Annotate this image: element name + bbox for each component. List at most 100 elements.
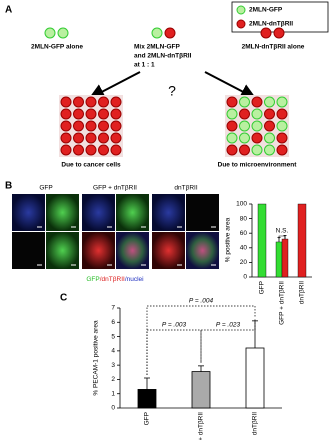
y-tick-label: 6: [111, 319, 115, 326]
cell-icon: [226, 108, 238, 120]
legend-swatch: [236, 5, 246, 15]
cell-icon: [110, 120, 122, 132]
significance-bracket: [200, 317, 256, 363]
cell-icon: [98, 96, 109, 108]
cell-icon: [73, 96, 84, 108]
cell-icon: [85, 144, 97, 156]
bracket: [278, 235, 286, 239]
micrograph: [46, 232, 79, 269]
outcome-label: Due to cancer cells: [61, 162, 121, 169]
cell-icon: [264, 108, 275, 120]
arrow: [204, 71, 257, 99]
x-tick-label: dnTβRII: [252, 412, 259, 435]
y-axis-label: % PECAM-1 positive area: [93, 320, 100, 396]
caption-part: GFP: [86, 276, 99, 283]
cell-icon: [44, 27, 56, 39]
cell-icon: [60, 132, 72, 144]
cell-icon: [85, 96, 97, 108]
cell-icon: [73, 120, 84, 132]
column-label: GFP: [39, 185, 52, 192]
p-value: P = .004: [189, 298, 214, 305]
cell-icon: [264, 96, 275, 108]
cell-icon: [226, 120, 238, 132]
cell-icon: [239, 144, 250, 156]
column-label: dnTβRII: [174, 185, 197, 192]
bar: [137, 389, 157, 409]
y-tick-label: 1: [111, 390, 115, 397]
cell-icon: [151, 27, 163, 39]
micrograph: [116, 194, 149, 231]
cell-icon: [85, 120, 97, 132]
cell-icon: [60, 108, 72, 120]
y-tick-label: 80: [240, 215, 248, 222]
bar: [281, 238, 289, 278]
cell-icon: [239, 120, 250, 132]
caption-part: /nuclei: [125, 276, 144, 283]
y-tick-label: 4: [111, 348, 115, 355]
micrograph: [12, 194, 45, 231]
y-tick-label: 20: [240, 259, 248, 266]
y-tick-label: 2: [111, 376, 115, 383]
micrograph: [116, 232, 149, 269]
significance-bracket: [146, 329, 202, 375]
cell-icon: [73, 144, 84, 156]
y-tick-label: 60: [240, 230, 248, 237]
cell-icon: [226, 132, 238, 144]
cell-icon: [239, 96, 250, 108]
question-mark: ?: [168, 83, 176, 99]
cell-icon: [98, 144, 109, 156]
cell-icon: [98, 108, 109, 120]
cell-icon: [251, 96, 263, 108]
y-tick-label: 40: [240, 245, 248, 252]
micrograph: [46, 194, 79, 231]
group-label: at 1 : 1: [134, 62, 155, 69]
micrograph: [82, 194, 115, 231]
legend-box: [231, 1, 329, 33]
cell-icon: [73, 108, 84, 120]
group-label: 2MLN-GFP alone: [31, 44, 83, 51]
cell-icon: [239, 108, 250, 120]
bar: [275, 241, 283, 278]
cell-icon: [226, 96, 238, 108]
annotation: N.S.: [276, 228, 289, 235]
y-tick-label: 5: [111, 333, 115, 340]
y-tick-label: 7: [111, 305, 115, 312]
cell-icon: [110, 132, 122, 144]
stain-caption: GFP/dnTβRII/nuclei: [86, 276, 143, 283]
x-tick-label: GFP: [144, 412, 151, 425]
cell-icon: [251, 132, 263, 144]
panel-b: B GFP GFP + dnTβRII dnTβRII GFP/dnTβRII/…: [5, 181, 312, 325]
p-value: P = .023: [216, 322, 241, 329]
p-value: P = .003: [162, 322, 187, 329]
cell-icon: [110, 96, 122, 108]
micrograph: [12, 232, 45, 269]
panel-a: A 2MLN-GFP 2MLN-dnTβRII 2MLN-GFP alone M…: [5, 1, 329, 169]
y-axis-label: % positive area: [225, 217, 232, 262]
outcome-label: Due to microenvironment: [218, 162, 298, 169]
y-tick-label: 0: [243, 274, 247, 281]
y-tick-label: 3: [111, 362, 115, 369]
cell-icon: [57, 27, 69, 39]
cell-icon: [276, 132, 288, 144]
cell-icon: [110, 108, 122, 120]
panel-c: C 0 1 2 3 4 5 6 7 % PECAM-1 positive area GFP GFP …: [60, 293, 282, 440]
cell-icon: [239, 132, 250, 144]
cell-icon: [251, 144, 263, 156]
cell-icon: [251, 120, 263, 132]
bar: [245, 347, 265, 409]
micrograph: [82, 232, 115, 269]
cell-icon: [260, 27, 272, 39]
cell-icon: [164, 27, 176, 39]
cell-icon: [264, 144, 275, 156]
cell-icon: [60, 120, 72, 132]
x-tick-label: GFP: [259, 281, 266, 294]
bar: [191, 371, 211, 409]
cell-icon: [276, 108, 288, 120]
micrograph: [186, 194, 219, 231]
cell-icon: [60, 144, 72, 156]
micrograph: [152, 194, 185, 231]
column-label: GFP + dnTβRII: [93, 185, 137, 192]
panel-label: A: [5, 5, 12, 16]
cell-icon: [276, 144, 288, 156]
